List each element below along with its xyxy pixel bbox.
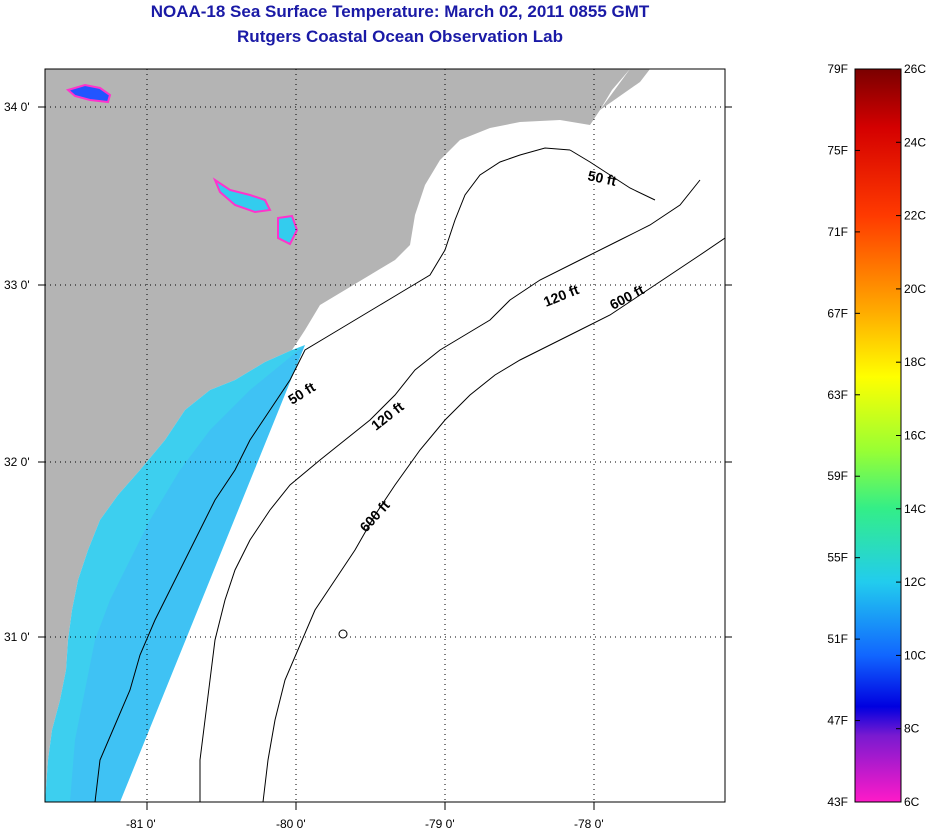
- colorbar-label-f: 71F: [827, 225, 848, 239]
- colorbar-label-f: 63F: [827, 388, 848, 402]
- colorbar-label-c: 18C: [904, 355, 926, 369]
- colorbar-label-f: 67F: [827, 306, 848, 320]
- colorbar-label-c: 26C: [904, 62, 926, 76]
- colorbar-label-c: 12C: [904, 575, 926, 589]
- colorbar-label-f: 43F: [827, 795, 848, 809]
- lat-label-31: 31 0': [4, 630, 30, 644]
- colorbar-ticks: 79F 75F 71F 67F 63F 59F 55F 51F 47F 43F 26C 24C 22C 2…: [827, 62, 926, 809]
- colorbar-label-c: 20C: [904, 282, 926, 296]
- colorbar-label-c: 6C: [904, 795, 920, 809]
- map-title: NOAA-18 Sea Surface Temperature: March 0…: [150, 2, 650, 21]
- colorbar: [854, 68, 902, 803]
- contour-50ft: [94, 147, 571, 802]
- contour-label-50ft-1: 50 ft: [586, 167, 618, 189]
- colorbar-label-f: 79F: [827, 62, 848, 76]
- lon-label-80: -80 0': [276, 817, 306, 831]
- lat-label-34: 34 0': [4, 100, 30, 114]
- colorbar-label-c: 24C: [904, 135, 926, 149]
- map-subtitle: Rutgers Coastal Ocean Observation Lab: [237, 27, 563, 46]
- lon-label-79: -79 0': [425, 817, 455, 831]
- lon-label-81: -81 0': [126, 817, 156, 831]
- colorbar-label-f: 47F: [827, 714, 848, 728]
- colorbar-label-f: 75F: [827, 143, 848, 157]
- colorbar-label-f: 59F: [827, 469, 848, 483]
- lat-label-33: 33 0': [4, 278, 30, 292]
- lon-label-78: -78 0': [574, 817, 604, 831]
- contour-120ft: [199, 179, 701, 802]
- colorbar-label-f: 55F: [827, 551, 848, 565]
- colorbar-label-f: 51F: [827, 632, 848, 646]
- colorbar-label-c: 14C: [904, 502, 926, 516]
- colorbar-label-c: 16C: [904, 429, 926, 443]
- lat-label-32: 32 0': [4, 455, 30, 469]
- land-mass: [45, 69, 630, 802]
- colorbar-label-c: 10C: [904, 648, 926, 662]
- colorbar-label-c: 22C: [904, 209, 926, 223]
- contour-600ft: [262, 237, 725, 802]
- graticule: [45, 69, 725, 802]
- colorbar-label-c: 8C: [904, 722, 920, 736]
